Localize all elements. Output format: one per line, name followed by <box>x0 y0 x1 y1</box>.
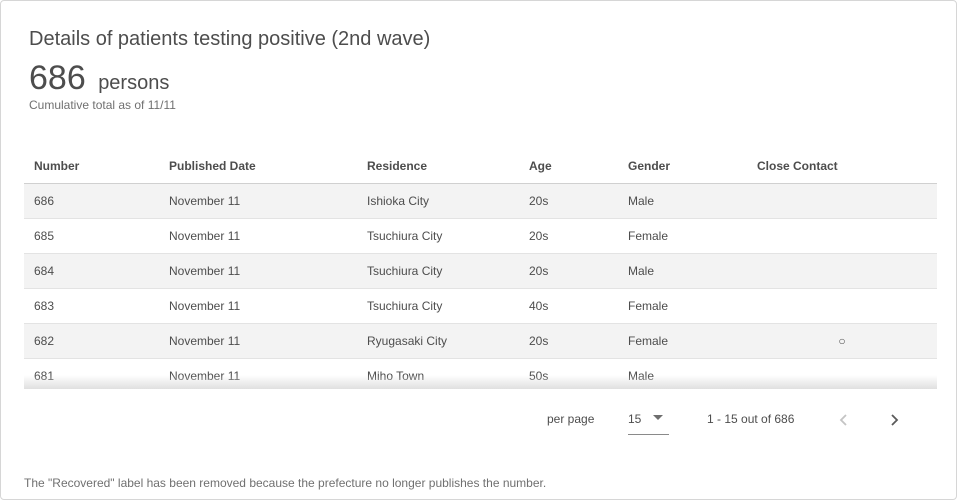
cell-published-date: November 11 <box>169 264 241 278</box>
cell-residence: Tsuchiura City <box>367 229 443 243</box>
cell-number: 682 <box>34 334 55 348</box>
cell-published-date: November 11 <box>169 369 241 383</box>
header-close-contact[interactable]: Close Contact <box>757 159 838 173</box>
cell-gender: Male <box>628 264 655 278</box>
header-gender[interactable]: Gender <box>628 159 671 173</box>
table-header-row: Number Published Date Residence Age Gend… <box>24 149 937 184</box>
cell-residence: Tsuchiura City <box>367 264 443 278</box>
per-page-value: 15 <box>628 412 642 426</box>
cell-age: 20s <box>529 229 549 243</box>
total-unit: persons <box>98 72 170 94</box>
cell-close-contact <box>757 289 927 323</box>
table-row: 683 November 11 Tsuchiura City 40s Femal… <box>24 289 937 324</box>
caret-down-icon <box>653 415 663 420</box>
footer-note: The "Recovered" label has been removed b… <box>24 476 547 490</box>
cell-age: 20s <box>529 264 549 278</box>
chevron-right-icon <box>891 414 899 426</box>
previous-page-button[interactable] <box>827 403 861 437</box>
cell-number: 681 <box>34 369 55 383</box>
cell-gender: Male <box>628 369 655 383</box>
cell-published-date: November 11 <box>169 334 241 348</box>
header-number[interactable]: Number <box>34 159 80 173</box>
cell-residence: Ishioka City <box>367 194 430 208</box>
cell-age: 40s <box>529 299 549 313</box>
patients-table: Number Published Date Residence Age Gend… <box>24 149 937 389</box>
per-page-select[interactable]: 15 <box>628 405 669 435</box>
cell-number: 686 <box>34 194 55 208</box>
cell-residence: Miho Town <box>367 369 425 383</box>
cell-close-contact <box>757 254 927 288</box>
cell-close-contact <box>757 219 927 253</box>
total-count: 686 persons <box>29 59 169 98</box>
cell-close-contact: ○ <box>838 334 846 348</box>
cell-gender: Male <box>628 194 655 208</box>
next-page-button[interactable] <box>877 403 911 437</box>
card-title: Details of patients testing positive (2n… <box>29 28 431 50</box>
cell-number: 684 <box>34 264 55 278</box>
per-page-label: per page <box>547 412 595 426</box>
table-row: 684 November 11 Tsuchiura City 20s Male <box>24 254 937 289</box>
cell-published-date: November 11 <box>169 229 241 243</box>
cell-age: 20s <box>529 194 549 208</box>
cell-residence: Ryugasaki City <box>367 334 448 348</box>
cell-age: 20s <box>529 334 549 348</box>
table-row: 682 November 11 Ryugasaki City 20s Femal… <box>24 324 937 359</box>
cumulative-label: Cumulative total as of 11/11 <box>29 98 176 112</box>
cell-gender: Female <box>628 334 669 348</box>
header-published-date[interactable]: Published Date <box>169 159 256 173</box>
header-age[interactable]: Age <box>529 159 552 173</box>
cell-close-contact <box>757 359 927 389</box>
cell-number: 683 <box>34 299 55 313</box>
cell-gender: Female <box>628 229 669 243</box>
pagination-range: 1 - 15 out of 686 <box>707 412 795 426</box>
cell-published-date: November 11 <box>169 299 241 313</box>
cell-published-date: November 11 <box>169 194 241 208</box>
table-row: 685 November 11 Tsuchiura City 20s Femal… <box>24 219 937 254</box>
cell-close-contact <box>757 184 927 218</box>
chevron-left-icon <box>839 414 847 426</box>
cell-number: 685 <box>34 229 55 243</box>
table-row: 681 November 11 Miho Town 50s Male <box>24 359 937 389</box>
cell-gender: Female <box>628 299 669 313</box>
table-row: 686 November 11 Ishioka City 20s Male <box>24 184 937 219</box>
total-value: 686 <box>29 59 86 97</box>
header-residence[interactable]: Residence <box>367 159 428 173</box>
cell-age: 50s <box>529 369 549 383</box>
cell-residence: Tsuchiura City <box>367 299 443 313</box>
